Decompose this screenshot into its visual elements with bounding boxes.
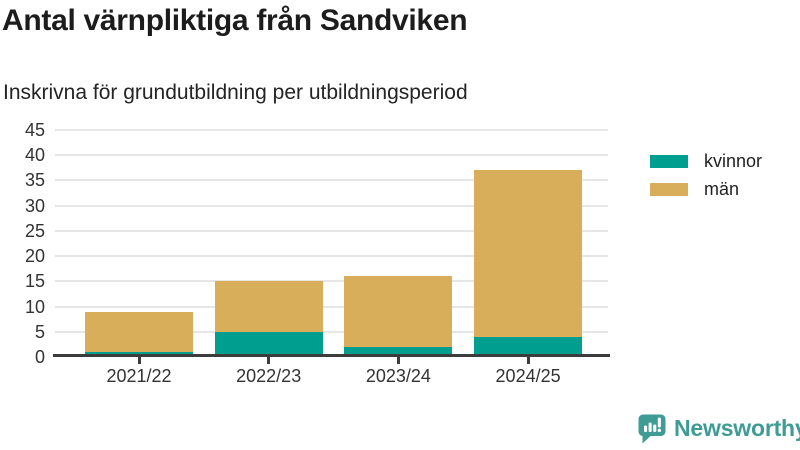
legend-label: män xyxy=(704,179,740,199)
gridline xyxy=(55,129,608,131)
y-axis-tick-label: 45 xyxy=(24,120,45,140)
x-axis-category-label: 2023/24 xyxy=(365,366,431,386)
gridline xyxy=(55,330,608,333)
x-axis-category-label: 2022/23 xyxy=(236,366,302,386)
chart-subtitle: Inskrivna för grundutbildning per utbild… xyxy=(3,81,468,104)
legend-label: kvinnor xyxy=(704,151,763,171)
bar-segment-män-2023/24 xyxy=(344,276,453,347)
newsworthy-logo-icon xyxy=(638,414,666,444)
y-axis-tick-label: 25 xyxy=(24,220,45,241)
gridline xyxy=(55,204,608,207)
bar-segment-kvinnor-2022/23 xyxy=(214,331,323,357)
gridline xyxy=(55,255,608,258)
y-axis-tick-label: 40 xyxy=(24,145,45,166)
legend-item-kvinnor: kvinnor xyxy=(650,152,762,170)
bar-segment-kvinnor-2024/25 xyxy=(474,336,583,357)
x-axis-category-label: 2021/22 xyxy=(106,366,172,386)
bar-segment-män-2022/23 xyxy=(214,281,323,332)
bar-segment-män-2021/22 xyxy=(85,311,193,352)
newsworthy-logo-text: Newsworthy xyxy=(674,415,800,441)
legend: kvinnor män xyxy=(650,152,762,208)
bar-segment-kvinnor-2023/24 xyxy=(344,346,453,357)
legend-swatch-kvinnor xyxy=(650,154,688,168)
y-axis-tick-label: 5 xyxy=(34,321,45,342)
y-axis-tick-label: 10 xyxy=(24,296,45,317)
branding: Newsworthy xyxy=(637,413,800,444)
bar-segment-män-2024/25 xyxy=(474,170,583,337)
gridline xyxy=(55,154,608,157)
legend-swatch-män xyxy=(650,182,688,196)
legend-item-män: män xyxy=(650,180,762,198)
x-axis-tick xyxy=(396,357,400,364)
plot-area xyxy=(53,129,610,364)
y-axis-tick-label: 0 xyxy=(34,347,45,367)
x-axis-tick xyxy=(137,357,141,364)
chart-title: Antal värnpliktiga från Sandviken xyxy=(2,4,468,37)
x-axis-tick xyxy=(267,357,271,364)
gridline xyxy=(55,179,608,182)
y-axis-tick-label: 20 xyxy=(24,246,45,267)
y-axis-tick-label: 35 xyxy=(24,170,45,191)
gridline xyxy=(55,280,608,283)
x-axis-line xyxy=(53,354,610,357)
x-axis-category-label: 2024/25 xyxy=(495,366,561,386)
x-axis-tick xyxy=(526,357,530,364)
y-axis-tick-label: 15 xyxy=(24,271,45,292)
y-axis-tick-label: 30 xyxy=(24,195,45,216)
gridline xyxy=(55,305,608,308)
gridline xyxy=(55,229,608,232)
